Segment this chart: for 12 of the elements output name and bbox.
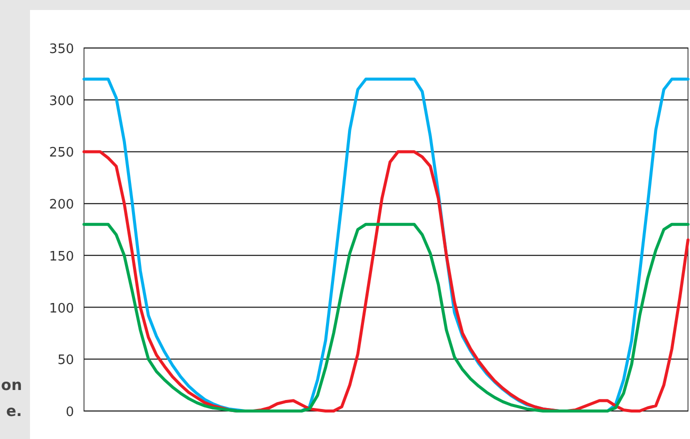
- y-tick-label: 300: [49, 94, 74, 109]
- y-tick-label: 150: [49, 249, 74, 264]
- y-tick-label: 200: [49, 198, 74, 213]
- text: e.: [6, 402, 22, 420]
- y-tick-label: 350: [49, 42, 74, 57]
- y-tick-label: 250: [49, 146, 74, 161]
- y-tick-label: 50: [57, 353, 74, 368]
- y-tick-label: 100: [49, 301, 74, 316]
- y-tick-label: 0: [66, 405, 74, 420]
- line-series: [82, 150, 690, 412]
- line-series: [82, 222, 690, 412]
- text: on: [1, 376, 22, 394]
